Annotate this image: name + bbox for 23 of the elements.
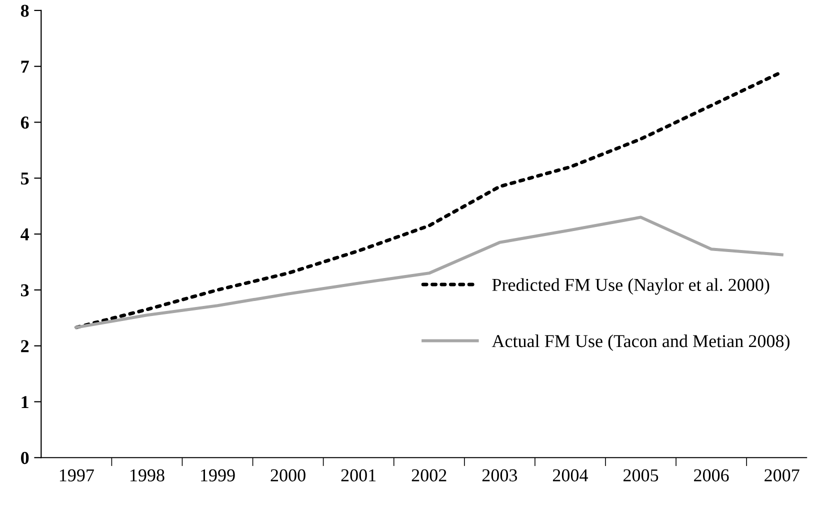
y-tick-label: 7: [21, 60, 29, 73]
x-tick-label: 2001: [341, 469, 376, 482]
x-tick-label: 2006: [694, 469, 729, 482]
y-tick-label: 5: [21, 172, 29, 185]
x-tick-label: 1997: [60, 469, 94, 482]
x-tick-label: 1999: [201, 469, 235, 482]
x-tick-label: 2003: [482, 469, 518, 482]
y-tick-label: 8: [20, 4, 29, 17]
x-tick-label: 1998: [130, 469, 164, 482]
y-tick-label: 3: [20, 284, 29, 296]
x-tick-label: 2007: [764, 469, 800, 482]
legend-label: Actual FM Use (Tacon and Metian 2008): [492, 334, 790, 351]
x-tick-label: 2004: [552, 469, 588, 482]
line-series: [74, 216, 784, 329]
y-tick-label: 2: [21, 340, 29, 352]
x-tick-label: 2000: [270, 469, 306, 482]
y-tick-label: 4: [20, 228, 30, 240]
legend-label: Predicted FM Use (Naylor et al. 2000): [492, 278, 770, 295]
y-tick-label: 1: [22, 396, 28, 408]
x-tick-label: 2005: [624, 469, 658, 482]
y-tick-label: 6: [20, 116, 29, 129]
x-tick-label: 2002: [412, 469, 446, 482]
y-tick-label: 0: [21, 452, 29, 464]
